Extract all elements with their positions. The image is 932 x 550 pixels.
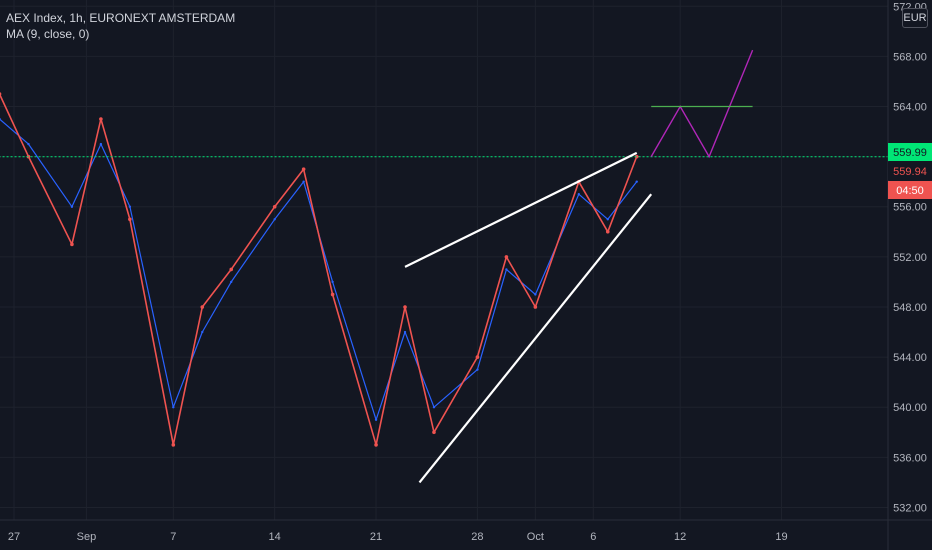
close-layer bbox=[0, 92, 639, 447]
y-tick-label: 552.00 bbox=[893, 252, 927, 264]
close-point bbox=[475, 355, 480, 359]
projection-path[interactable] bbox=[650, 49, 754, 159]
x-tick-label: Sep bbox=[77, 531, 97, 543]
countdown-label: 04:50 bbox=[896, 185, 924, 197]
ma-point bbox=[273, 218, 276, 221]
ma-point bbox=[606, 218, 609, 221]
x-tick-label: 21 bbox=[370, 531, 382, 543]
x-tick-label: Oct bbox=[527, 531, 544, 543]
y-tick-label: 532.00 bbox=[893, 502, 927, 514]
chart-grid bbox=[0, 0, 888, 520]
ma-point bbox=[70, 205, 74, 208]
x-tick-label: 27 bbox=[8, 531, 20, 543]
close-point bbox=[504, 255, 509, 259]
close-point bbox=[533, 305, 538, 309]
close-point bbox=[171, 443, 176, 447]
symbol-title[interactable]: AEX Index, 1h, EURONEXT AMSTERDAM bbox=[6, 11, 236, 25]
resistance-price-label-bg bbox=[888, 143, 932, 161]
close-point bbox=[0, 92, 2, 96]
y-tick-label: 564.00 bbox=[893, 102, 927, 114]
ma-point bbox=[99, 142, 103, 146]
ma-point bbox=[201, 330, 204, 334]
ma-point bbox=[0, 117, 1, 121]
close-point bbox=[634, 154, 639, 159]
ma-point bbox=[302, 180, 305, 183]
countdown-label-bg bbox=[888, 181, 932, 199]
close-point bbox=[128, 217, 132, 222]
ma-point bbox=[505, 268, 508, 271]
x-tick-label: 28 bbox=[471, 531, 483, 543]
ma-point bbox=[403, 330, 407, 334]
ma-point bbox=[635, 180, 638, 183]
trendline[interactable] bbox=[404, 151, 638, 268]
close-point bbox=[301, 167, 306, 171]
ma-point bbox=[230, 280, 233, 284]
ma-point bbox=[27, 142, 30, 146]
close-point bbox=[330, 292, 335, 297]
close-line bbox=[0, 93, 638, 446]
close-point bbox=[605, 230, 610, 234]
x-tick-label: 14 bbox=[269, 531, 281, 543]
ma-point bbox=[476, 368, 479, 371]
ma-point bbox=[432, 406, 436, 409]
chart-legend: AEX Index, 1h, EURONEXT AMSTERDAM MA (9,… bbox=[6, 10, 235, 42]
close-point bbox=[70, 242, 74, 247]
trendline[interactable] bbox=[418, 193, 653, 484]
resistance-price-label: 559.99 bbox=[893, 147, 927, 159]
close-point bbox=[99, 117, 103, 121]
x-tick-label: 12 bbox=[674, 531, 686, 543]
y-tick-label: 568.00 bbox=[893, 51, 927, 63]
close-point bbox=[403, 305, 407, 309]
y-tick-label: 548.00 bbox=[893, 302, 927, 314]
ma-point bbox=[172, 406, 175, 409]
y-tick-label: 544.00 bbox=[893, 352, 927, 364]
y-tick-label: 536.00 bbox=[893, 452, 927, 464]
indicator-title[interactable]: MA (9, close, 0) bbox=[6, 27, 90, 41]
x-tick-label: 7 bbox=[170, 531, 176, 543]
price-axis[interactable]: 532.00 536.00 540.00 544.00 548.00 552.00 556.… bbox=[893, 1, 927, 514]
last-price-label-bg bbox=[888, 162, 932, 180]
x-tick-label: 6 bbox=[590, 531, 596, 543]
close-point bbox=[272, 204, 277, 209]
currency-button[interactable]: EUR bbox=[902, 8, 928, 28]
ma-point bbox=[374, 418, 378, 421]
close-point bbox=[200, 305, 205, 309]
y-tick-label: 540.00 bbox=[893, 402, 927, 414]
ma-point bbox=[577, 193, 581, 196]
close-point bbox=[229, 267, 234, 272]
drawings-layer[interactable] bbox=[0, 49, 888, 484]
ma-point bbox=[331, 280, 334, 284]
price-labels: 559.99 559.94 04:50 bbox=[888, 143, 932, 199]
close-point bbox=[374, 443, 378, 447]
last-price-label: 559.94 bbox=[893, 166, 927, 178]
y-tick-label: 556.00 bbox=[893, 202, 927, 214]
close-point bbox=[432, 430, 436, 435]
ma-point bbox=[534, 293, 537, 296]
x-tick-label: 19 bbox=[775, 531, 787, 543]
ma-point bbox=[128, 205, 132, 208]
time-axis[interactable]: 27 Sep 7 14 21 28 Oct 6 12 19 bbox=[8, 531, 788, 543]
